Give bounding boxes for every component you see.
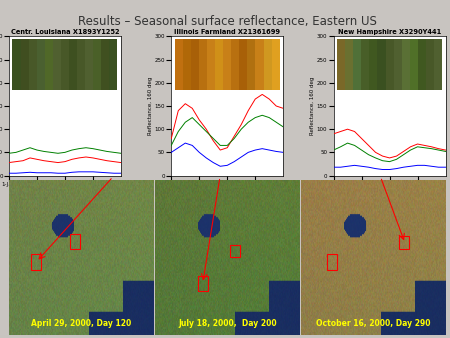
Title: Centr. Louisiana X1893Y1252: Centr. Louisiana X1893Y1252	[11, 29, 119, 35]
Bar	[418, 39, 426, 90]
Bar	[70, 234, 80, 249]
Bar	[101, 39, 109, 90]
Bar	[256, 39, 264, 90]
Bar	[37, 39, 45, 90]
Bar	[402, 39, 410, 90]
Bar	[394, 39, 402, 90]
Bar	[239, 39, 248, 90]
Text: July 18, 2000,  Day 200: July 18, 2000, Day 200	[178, 319, 277, 329]
Bar	[361, 39, 369, 90]
Bar	[399, 236, 410, 249]
Bar	[386, 39, 394, 90]
Bar	[327, 254, 337, 270]
Y-axis label: Reflectance, 160 deg: Reflectance, 160 deg	[148, 77, 153, 135]
Bar	[230, 245, 240, 257]
Bar	[198, 276, 208, 291]
Bar	[77, 39, 85, 90]
Title: New Hampshire X3290Y441: New Hampshire X3290Y441	[338, 29, 441, 35]
Bar	[31, 254, 41, 270]
Bar	[215, 39, 223, 90]
Bar	[191, 39, 199, 90]
Text: Results – Seasonal surface reflectance, Eastern US: Results – Seasonal surface reflectance, …	[78, 15, 377, 28]
Bar	[353, 39, 361, 90]
Bar	[109, 39, 117, 90]
Bar	[175, 39, 183, 90]
Bar	[223, 39, 231, 90]
Bar	[93, 39, 101, 90]
Bar	[53, 39, 61, 90]
Bar	[21, 39, 29, 90]
Bar	[426, 39, 434, 90]
Bar	[13, 39, 21, 90]
Title: Illinois Farmland X21361699: Illinois Farmland X21361699	[174, 29, 280, 35]
Bar	[272, 39, 280, 90]
Bar	[61, 39, 69, 90]
Bar	[264, 39, 272, 90]
Bar	[434, 39, 442, 90]
Bar	[199, 39, 207, 90]
Bar	[29, 39, 37, 90]
Text: April 29, 2000, Day 120: April 29, 2000, Day 120	[31, 319, 131, 329]
Bar	[207, 39, 215, 90]
Text: October 16, 2000, Day 290: October 16, 2000, Day 290	[316, 319, 431, 329]
Bar	[183, 39, 191, 90]
Bar	[45, 39, 53, 90]
Bar	[85, 39, 93, 90]
Bar	[410, 39, 418, 90]
Bar	[69, 39, 77, 90]
Bar	[369, 39, 378, 90]
Bar	[378, 39, 386, 90]
Bar	[248, 39, 256, 90]
Bar	[345, 39, 353, 90]
Bar	[231, 39, 239, 90]
Y-axis label: Reflectance, 160 deg: Reflectance, 160 deg	[310, 77, 315, 135]
Bar	[337, 39, 345, 90]
